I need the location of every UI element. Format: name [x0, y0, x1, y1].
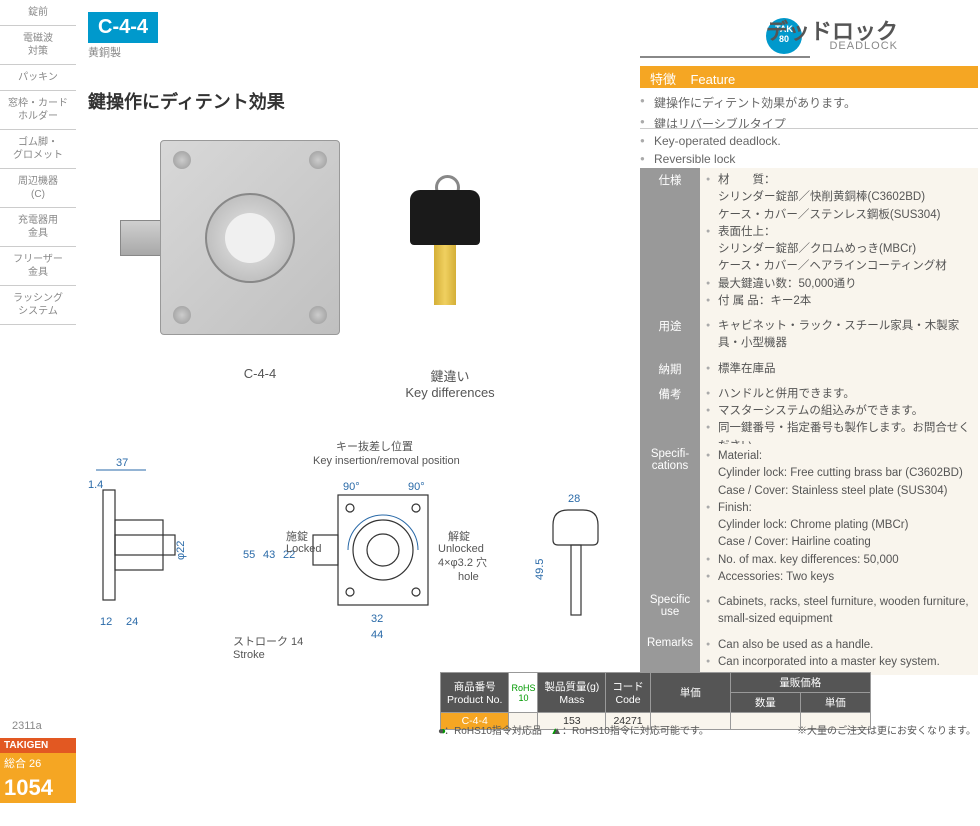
sidebar-item[interactable]: ラッシング システム	[0, 286, 76, 325]
spec-label: 用途	[640, 314, 700, 357]
product-title-en: DEADLOCK	[829, 40, 898, 52]
key-photo	[410, 190, 480, 245]
feature-item: 鍵操作にディテント効果があります。	[640, 92, 978, 113]
title-divider	[640, 56, 980, 58]
feature-item: Key-operated deadlock.	[640, 132, 978, 150]
svg-text:90°: 90°	[343, 481, 360, 493]
svg-text:37: 37	[116, 457, 128, 469]
svg-text:φ22: φ22	[175, 541, 187, 560]
spec-label: Remarks	[640, 633, 700, 676]
spec-table-jp: 仕様 材 質：シリンダー錠部／快削黄銅棒(C3602BD)ケース・カバー／ステン…	[640, 168, 978, 459]
spec-label: 仕様	[640, 168, 700, 314]
th-code: コードCode	[606, 673, 651, 713]
svg-text:Key insertion/removal position: Key insertion/removal position	[313, 455, 460, 467]
th-bulk-unit: 単価	[800, 693, 870, 713]
screw-icon	[309, 306, 327, 324]
bulk-note: ※大量のご注文は更にお安くなります。	[797, 722, 976, 737]
spec-content: 材 質：シリンダー錠部／快削黄銅棒(C3602BD)ケース・カバー／ステンレス鋼…	[700, 168, 978, 314]
sidebar-nav: 錠前 電磁波 対策 パッキン 窓枠・カード ホルダー ゴム脚・ グロメット 周辺…	[0, 0, 76, 325]
sidebar-item[interactable]: 周辺機器 (C)	[0, 169, 76, 208]
keyhole-icon	[225, 213, 275, 263]
feature-item: 鍵はリバーシブルタイプ	[640, 113, 978, 134]
svg-text:hole: hole	[458, 571, 479, 583]
th-product-no: 商品番号Product No.	[441, 673, 509, 713]
svg-text:55: 55	[243, 549, 255, 561]
technical-drawing: 37 1.4 φ22 12 24 90° 90° 55 43 22 32 44 …	[88, 440, 628, 660]
svg-text:ストローク 14: ストローク 14	[233, 635, 303, 648]
sidebar-item[interactable]: 窓枠・カード ホルダー	[0, 91, 76, 130]
sidebar-item[interactable]: 充電器用 金具	[0, 208, 76, 247]
spec-content: Material: Cylinder lock: Free cutting br…	[700, 444, 978, 590]
feature-header: 特徴 Feature	[640, 66, 978, 88]
th-unit-price: 単価	[650, 673, 730, 713]
svg-text:44: 44	[371, 629, 383, 641]
feature-header-jp: 特徴	[650, 72, 676, 87]
svg-text:43: 43	[263, 549, 275, 561]
spec-label: Specifi- cations	[640, 444, 700, 590]
screw-icon	[309, 151, 327, 169]
svg-text:32: 32	[371, 613, 383, 625]
spec-content: Can also be used as a handle. Can incorp…	[700, 633, 978, 676]
footer-code: 2311a	[12, 720, 42, 732]
th-mass: 製品質量(g)Mass	[538, 673, 606, 713]
key-head-icon	[410, 190, 480, 245]
lock-body-icon	[160, 140, 340, 335]
divider	[640, 128, 978, 129]
svg-text:Unlocked: Unlocked	[438, 543, 484, 555]
rohs-note: ●●：RoHS10指令対応品 ▲▲：RoHS10指令に対応可能です。	[440, 722, 709, 737]
cell-qty	[730, 713, 800, 730]
svg-text:1.4: 1.4	[88, 479, 103, 491]
th-qty: 数量	[730, 693, 800, 713]
footer-block: TAKIGEN 総合 26 1054	[0, 738, 76, 803]
svg-text:4×φ3.2 穴: 4×φ3.2 穴	[438, 555, 487, 569]
image-label-key: 鍵違いKey differences	[400, 366, 500, 400]
sidebar-item[interactable]: フリーザー 金具	[0, 247, 76, 286]
sidebar-item[interactable]: 電磁波 対策	[0, 26, 76, 65]
footer-catalog: 総合 26	[0, 753, 76, 773]
svg-text:施錠: 施錠	[286, 529, 308, 543]
screw-icon	[173, 151, 191, 169]
sidebar-item[interactable]: パッキン	[0, 65, 76, 91]
spec-label: 納期	[640, 357, 700, 382]
feature-item: Reversible lock	[640, 150, 978, 168]
svg-text:24: 24	[126, 616, 138, 628]
svg-text:49.5: 49.5	[534, 559, 546, 580]
footer-page: 1054	[0, 773, 76, 803]
svg-text:12: 12	[100, 616, 112, 628]
cylinder-icon	[205, 193, 295, 283]
drawing-svg: 37 1.4 φ22 12 24 90° 90° 55 43 22 32 44 …	[88, 440, 628, 660]
spec-table-en: Specifi- cations Material: Cylinder lock…	[640, 444, 978, 675]
screw-icon	[173, 306, 191, 324]
th-rohs: RoHS 10	[509, 673, 538, 713]
feature-list-en: Key-operated deadlock. Reversible lock	[640, 132, 978, 168]
svg-text:Stroke: Stroke	[233, 649, 265, 660]
th-bulk-price: 量販価格	[730, 673, 870, 693]
material-note: 黄銅製	[88, 44, 121, 60]
product-photo	[100, 130, 520, 360]
svg-text:Locked: Locked	[286, 543, 321, 555]
sidebar-item[interactable]: ゴム脚・ グロメット	[0, 130, 76, 169]
key-blade-icon	[434, 245, 456, 305]
svg-text:キー抜差し位置: キー抜差し位置	[336, 440, 413, 453]
sidebar-item[interactable]: 錠前	[0, 0, 76, 26]
spec-label: Specific use	[640, 590, 700, 633]
main-heading: 鍵操作にディテント効果	[88, 88, 285, 114]
product-code: C-4-4	[88, 12, 158, 43]
spec-content: キャビネット・ラック・スチール家具・木製家具・小型機器	[700, 314, 978, 357]
spec-content: 標準在庫品	[700, 357, 978, 382]
feature-header-en: Feature	[690, 72, 735, 87]
image-label-product: C-4-4	[230, 366, 290, 381]
svg-text:28: 28	[568, 493, 580, 505]
footer-brand: TAKIGEN	[0, 738, 76, 753]
svg-text:90°: 90°	[408, 481, 425, 493]
svg-text:解錠: 解錠	[448, 529, 470, 543]
spec-content: Cabinets, racks, steel furniture, wooden…	[700, 590, 978, 633]
